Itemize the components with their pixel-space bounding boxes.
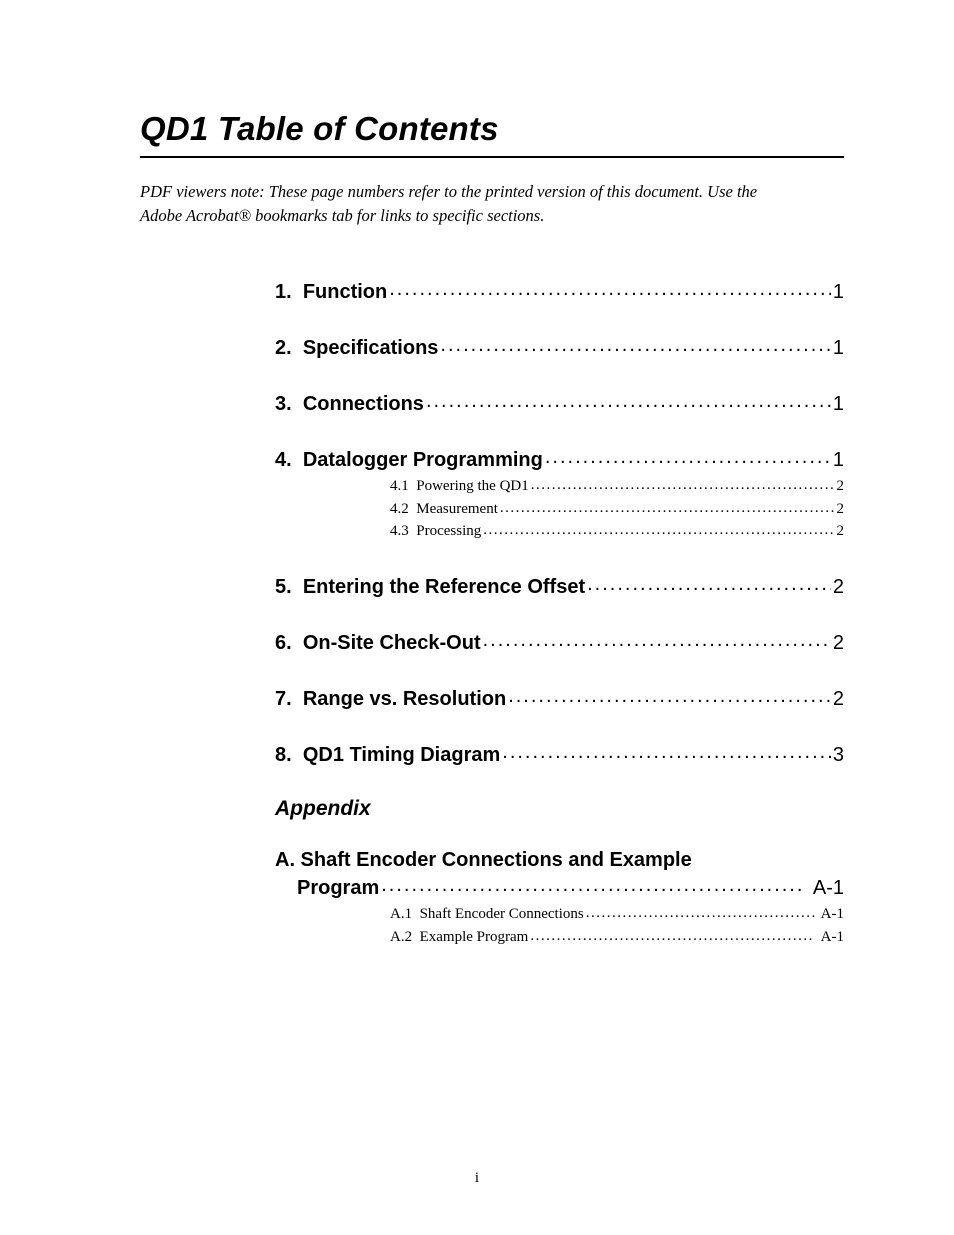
toc-app-label: Program — [297, 877, 379, 900]
toc-sub-row: 4.1 Powering the QD1 2 — [390, 475, 844, 498]
toc-entry-label: 2. Specifications — [275, 337, 438, 360]
toc-entry-page: 2 — [833, 632, 844, 655]
toc-sub-row: A.1 Shaft Encoder Connections A-1 — [390, 903, 844, 926]
toc-app-row: A. Shaft Encoder Connections and Example… — [275, 849, 844, 900]
toc-main-row: 8. QD1 Timing Diagram 3 — [275, 741, 844, 767]
toc-sub-label: A.1 Shaft Encoder Connections — [390, 904, 584, 926]
toc-sub-row: 4.3 Processing 2 — [390, 520, 844, 543]
toc-sub-label: 4.3 Processing — [390, 521, 481, 543]
toc-sub-page: 2 — [837, 499, 845, 521]
toc-entry-6: 6. On-Site Check-Out 2 — [275, 629, 844, 655]
leader-dots — [483, 629, 831, 649]
toc-main-row: 5. Entering the Reference Offset 2 — [275, 573, 844, 599]
leader-dots — [586, 903, 815, 918]
toc-sub-row: 4.2 Measurement 2 — [390, 498, 844, 521]
toc-sub-list: A.1 Shaft Encoder Connections A-1 A.2 Ex… — [390, 903, 844, 949]
toc-entry-page: 3 — [833, 744, 844, 767]
toc-main-row: 1. Function 1 — [275, 278, 844, 304]
toc-entry-label: 5. Entering the Reference Offset — [275, 576, 585, 599]
leader-dots — [381, 874, 805, 894]
toc-entry-page: 2 — [833, 576, 844, 599]
toc-main-row: 3. Connections 1 — [275, 390, 844, 416]
leader-dots — [500, 498, 835, 513]
toc-appendix-a: A. Shaft Encoder Connections and Example… — [275, 849, 844, 949]
toc-main-row: 4. Datalogger Programming 1 — [275, 446, 844, 472]
toc-entry-label: 7. Range vs. Resolution — [275, 688, 506, 711]
toc-main-row: 7. Range vs. Resolution 2 — [275, 685, 844, 711]
leader-dots — [531, 475, 835, 490]
toc-entry-page: 1 — [833, 337, 844, 360]
toc-sub-page: 2 — [837, 476, 845, 498]
toc-entry-page: 1 — [833, 393, 844, 416]
toc: 1. Function 1 2. Specifications 1 3. Con… — [275, 278, 844, 949]
toc-entry-label: 6. On-Site Check-Out — [275, 632, 481, 655]
toc-main-row: 2. Specifications 1 — [275, 334, 844, 360]
toc-sub-label: A.2 Example Program — [390, 927, 528, 949]
page-number-footer: i — [0, 1170, 954, 1187]
toc-entry-2: 2. Specifications 1 — [275, 334, 844, 360]
toc-entry-7: 7. Range vs. Resolution 2 — [275, 685, 844, 711]
toc-entry-page: 2 — [833, 688, 844, 711]
toc-entry-page: 1 — [833, 281, 844, 304]
toc-entry-label: 4. Datalogger Programming — [275, 449, 543, 472]
toc-entry-3: 3. Connections 1 — [275, 390, 844, 416]
toc-sub-page: A-1 — [817, 904, 844, 926]
toc-entry-label: 1. Function — [275, 281, 387, 304]
toc-entry-1: 1. Function 1 — [275, 278, 844, 304]
toc-sub-page: 2 — [837, 521, 845, 543]
appendix-heading: Appendix — [275, 797, 844, 821]
leader-dots — [389, 278, 831, 298]
toc-sub-list: 4.1 Powering the QD1 2 4.2 Measurement 2… — [390, 475, 844, 543]
leader-dots — [508, 685, 831, 705]
toc-entry-5: 5. Entering the Reference Offset 2 — [275, 573, 844, 599]
toc-entry-4: 4. Datalogger Programming 1 4.1 Powering… — [275, 446, 844, 543]
toc-sub-page: A-1 — [817, 927, 844, 949]
leader-dots — [502, 741, 831, 761]
toc-app-line1: A. Shaft Encoder Connections and Example — [275, 849, 844, 872]
leader-dots — [426, 390, 831, 410]
page: QD1 Table of Contents PDF viewers note: … — [0, 0, 954, 1235]
toc-app-line2: Program A-1 — [275, 874, 844, 900]
toc-entry-label: 3. Connections — [275, 393, 424, 416]
toc-entry-label: 8. QD1 Timing Diagram — [275, 744, 500, 767]
title-rule — [140, 156, 844, 158]
leader-dots — [440, 334, 830, 354]
toc-main-row: 6. On-Site Check-Out 2 — [275, 629, 844, 655]
toc-sub-label: 4.2 Measurement — [390, 499, 498, 521]
leader-dots — [545, 446, 831, 466]
leader-dots — [483, 520, 834, 535]
viewer-note: PDF viewers note: These page numbers ref… — [140, 180, 780, 228]
leader-dots — [530, 926, 815, 941]
toc-entry-8: 8. QD1 Timing Diagram 3 — [275, 741, 844, 767]
toc-app-page: A-1 — [807, 877, 844, 900]
toc-sub-row: A.2 Example Program A-1 — [390, 926, 844, 949]
leader-dots — [587, 573, 831, 593]
toc-entry-page: 1 — [833, 449, 844, 472]
page-title: QD1 Table of Contents — [140, 110, 844, 148]
toc-sub-label: 4.1 Powering the QD1 — [390, 476, 529, 498]
